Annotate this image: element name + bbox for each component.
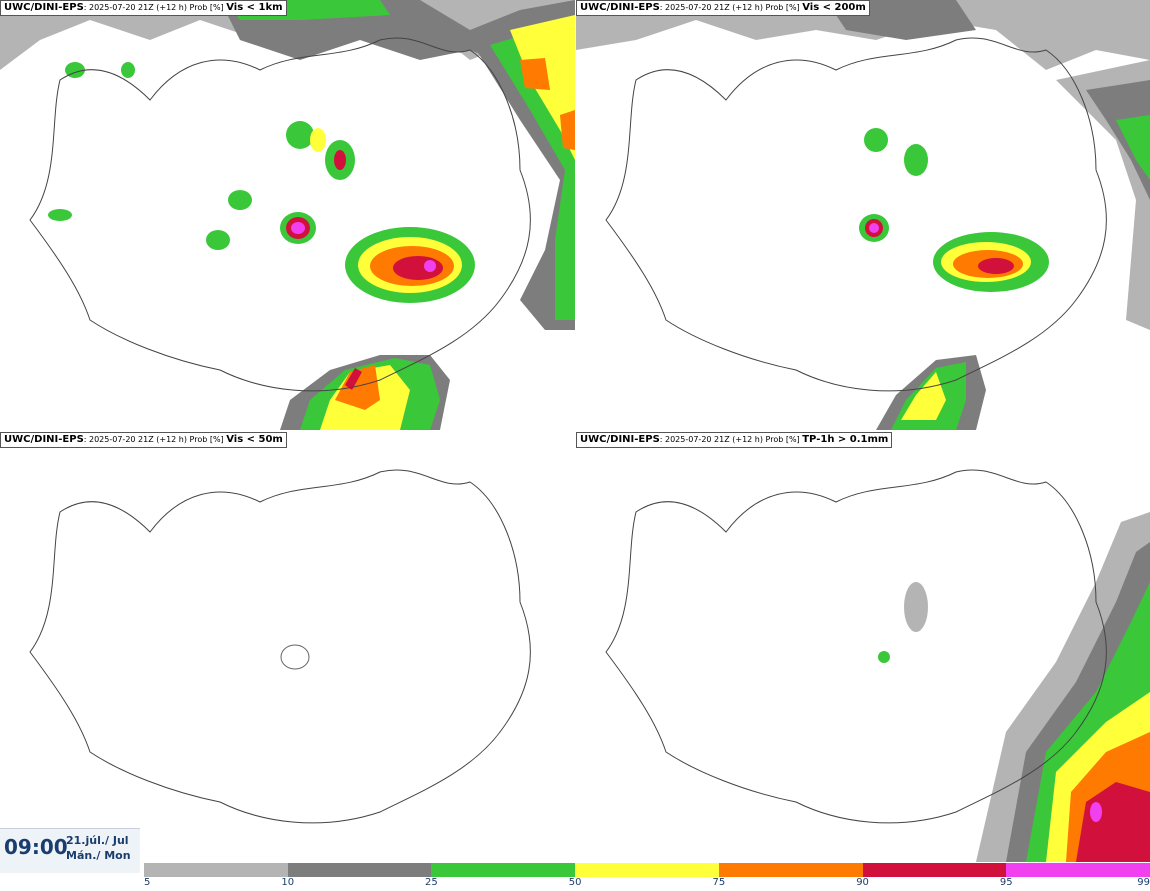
legend-color-1 xyxy=(287,863,432,877)
legend-color-5 xyxy=(862,863,1007,877)
map-tp-1h xyxy=(605,469,1150,862)
valid-time-date: 21.júl./ Jul Mán./ Mon xyxy=(66,834,131,862)
legend-color-6 xyxy=(1006,863,1150,877)
legend-label: 50 xyxy=(568,877,582,888)
legend-color-3 xyxy=(575,863,719,877)
legend-color-0 xyxy=(144,863,288,877)
map-vis-50m xyxy=(29,469,531,824)
legend-color-4 xyxy=(718,863,863,877)
panel-title: UWC/DINI-EPS: 2025-07-20 21Z (+12 h) Pro… xyxy=(0,432,287,448)
map-panel-tp-1h: UWC/DINI-EPS: 2025-07-20 21Z (+12 h) Pro… xyxy=(576,432,1150,862)
panel-title: UWC/DINI-EPS: 2025-07-20 21Z (+12 h) Pro… xyxy=(0,0,287,16)
map-vis-1km xyxy=(0,0,575,430)
legend-label: 10 xyxy=(281,877,295,888)
legend-label: 90 xyxy=(856,877,869,888)
legend-labels: 5 10 25 50 75 90 95 99 xyxy=(144,877,1150,889)
legend-label: 99 xyxy=(1137,877,1150,888)
map-panel-vis-1km: UWC/DINI-EPS: 2025-07-20 21Z (+12 h) Pro… xyxy=(0,0,575,430)
panel-title: UWC/DINI-EPS: 2025-07-20 21Z (+12 h) Pro… xyxy=(576,0,870,16)
panel-title: UWC/DINI-EPS: 2025-07-20 21Z (+12 h) Pro… xyxy=(576,432,893,448)
map-panel-vis-50m: UWC/DINI-EPS: 2025-07-20 21Z (+12 h) Pro… xyxy=(0,432,575,862)
map-panel-vis-200m: UWC/DINI-EPS: 2025-07-20 21Z (+12 h) Pro… xyxy=(576,0,1150,430)
valid-time-box: 09:00 21.júl./ Jul Mán./ Mon xyxy=(0,828,140,873)
probability-legend xyxy=(144,863,1150,877)
valid-time-clock: 09:00 xyxy=(4,835,68,859)
legend-color-2 xyxy=(431,863,576,877)
legend-label: 5 xyxy=(144,877,151,888)
legend-label: 25 xyxy=(425,877,438,888)
legend-label: 75 xyxy=(712,877,726,888)
legend-label: 95 xyxy=(999,877,1013,888)
map-vis-200m xyxy=(576,0,1150,430)
